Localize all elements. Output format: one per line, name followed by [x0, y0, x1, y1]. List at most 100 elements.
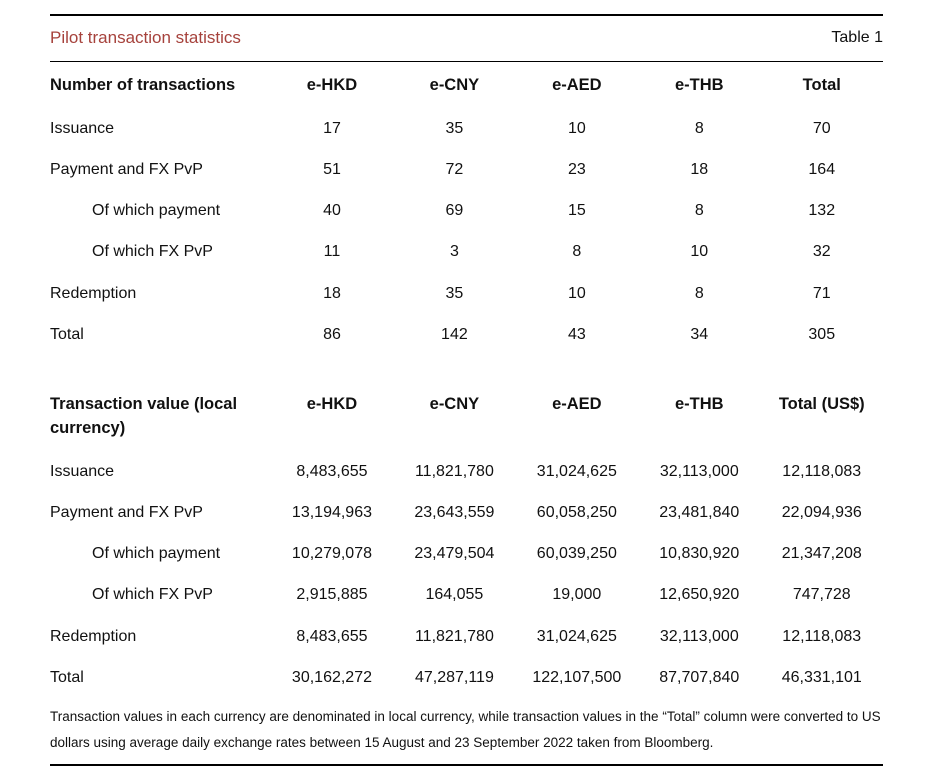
- cell-value: 47,287,119: [414, 668, 494, 686]
- cell-value: 142: [441, 325, 468, 343]
- section-spacer: [50, 355, 883, 381]
- number-of-transactions-table: Number of transactions e-HKD e-CNY e-AED…: [50, 62, 883, 355]
- row-label: Payment and FX PvP: [50, 161, 203, 179]
- row-label: Redemption: [50, 284, 137, 302]
- column-header: e-HKD: [306, 76, 358, 94]
- cell-value: 18: [323, 284, 341, 302]
- cell-value: 60,039,250: [536, 545, 617, 563]
- cell-value: 69: [445, 202, 464, 220]
- cell-value: 51: [323, 161, 341, 179]
- cell-value: 10,830,920: [659, 545, 740, 563]
- cell-value: 31,024,625: [536, 462, 617, 480]
- cell-value: 40: [323, 202, 341, 220]
- cell-value: 10,279,078: [291, 545, 372, 563]
- cell-value: 32: [812, 243, 831, 261]
- cell-value: 305: [808, 325, 836, 343]
- cell-value: 31,024,625: [536, 627, 617, 645]
- cell-value: 11,821,780: [414, 627, 494, 645]
- cell-value: 46,331,101: [781, 668, 862, 686]
- cell-value: 164,055: [425, 586, 484, 604]
- table-header-row: Number of transactions e-HKD e-CNY e-AED…: [50, 62, 883, 108]
- cell-value: 8,483,655: [296, 462, 368, 480]
- cell-value: 8: [694, 284, 704, 302]
- column-header: e-AED: [552, 76, 602, 94]
- title-row: Pilot transaction statistics Table 1: [50, 16, 883, 61]
- cell-value: 12,118,083: [782, 462, 862, 480]
- cell-value: 72: [445, 161, 464, 179]
- cell-value: 34: [690, 325, 709, 343]
- cell-value: 13,194,963: [291, 504, 372, 522]
- cell-value: 10: [567, 119, 586, 137]
- table-row-sub: Of which FX PvP 2,915,885 164,055 19,000…: [50, 574, 883, 615]
- row-label: Issuance: [50, 462, 115, 480]
- table-header-row: Transaction value (local currency) e-HKD…: [50, 381, 883, 451]
- cell-value: 11,821,780: [414, 462, 494, 480]
- page-title: Pilot transaction statistics: [50, 28, 241, 47]
- cell-value: 23,481,840: [659, 504, 740, 522]
- cell-value: 70: [812, 119, 831, 137]
- column-header: Number of transactions: [50, 76, 236, 94]
- table-row: Payment and FX PvP 51 72 23 18 164: [50, 149, 883, 190]
- cell-value: 71: [812, 284, 831, 302]
- table-row-sub: Of which payment 40 69 15 8 132: [50, 190, 883, 231]
- table-row: Issuance 17 35 10 8 70: [50, 108, 883, 149]
- cell-value: 18: [690, 161, 709, 179]
- cell-value: 164: [808, 161, 836, 179]
- cell-value: 12,650,920: [659, 586, 740, 604]
- cell-value: 32,113,000: [659, 627, 739, 645]
- cell-value: 8: [694, 202, 704, 220]
- table-number-label: Table 1: [831, 29, 883, 46]
- cell-value: 11: [323, 243, 341, 261]
- column-header: Transaction value (local currency): [50, 395, 238, 437]
- cell-value: 3: [449, 243, 459, 261]
- column-header: e-HKD: [306, 395, 358, 414]
- header-rule: [50, 61, 883, 62]
- row-label: Of which FX PvP: [92, 243, 213, 261]
- table-row: Issuance 8,483,655 11,821,780 31,024,625…: [50, 451, 883, 492]
- column-header: e-THB: [674, 76, 724, 94]
- row-label: Redemption: [50, 627, 137, 645]
- cell-value: 8: [572, 243, 582, 261]
- column-header: Total: [802, 76, 841, 94]
- table-1-panel: Pilot transaction statistics Table 1 Num…: [50, 14, 883, 766]
- row-label: Of which FX PvP: [92, 586, 213, 604]
- cell-value: 12,118,083: [782, 627, 862, 645]
- table-row-total: Total 86 142 43 34 305: [50, 314, 883, 355]
- row-label: Issuance: [50, 119, 115, 137]
- cell-value: 32,113,000: [659, 462, 739, 480]
- cell-value: 10: [690, 243, 709, 261]
- cell-value: 15: [567, 202, 586, 220]
- cell-value: 10: [567, 284, 586, 302]
- cell-value: 86: [323, 325, 341, 343]
- cell-value: 35: [445, 119, 464, 137]
- cell-value: 8: [694, 119, 704, 137]
- cell-value: 21,347,208: [781, 545, 862, 563]
- cell-value: 22,094,936: [781, 504, 862, 522]
- row-label: Of which payment: [92, 202, 221, 220]
- cell-value: 122,107,500: [532, 668, 622, 686]
- table-row: Redemption 8,483,655 11,821,780 31,024,6…: [50, 616, 883, 657]
- cell-value: 87,707,840: [659, 668, 740, 686]
- transaction-value-table: Transaction value (local currency) e-HKD…: [50, 381, 883, 698]
- cell-value: 30,162,272: [291, 668, 372, 686]
- table-row-sub: Of which payment 10,279,078 23,479,504 6…: [50, 533, 883, 574]
- cell-value: 132: [808, 202, 836, 220]
- cell-value: 43: [567, 325, 586, 343]
- cell-value: 8,483,655: [296, 627, 368, 645]
- column-header: Total (US$): [778, 395, 865, 414]
- column-header: e-AED: [552, 395, 602, 414]
- table-row: Redemption 18 35 10 8 71: [50, 273, 883, 314]
- column-header: e-THB: [674, 395, 724, 414]
- cell-value: 19,000: [552, 586, 602, 604]
- footnote-text: Transaction values in each currency are …: [50, 709, 881, 751]
- cell-value: 17: [323, 119, 341, 137]
- table-row-total: Total 30,162,272 47,287,119 122,107,500 …: [50, 657, 883, 698]
- table-row-sub: Of which FX PvP 11 3 8 10 32: [50, 231, 883, 272]
- cell-value: 23,479,504: [414, 545, 495, 563]
- cell-value: 23: [567, 161, 586, 179]
- row-label: Total: [50, 668, 84, 686]
- top-rule: [50, 14, 883, 16]
- row-label: Total: [50, 325, 84, 343]
- cell-value: 35: [445, 284, 464, 302]
